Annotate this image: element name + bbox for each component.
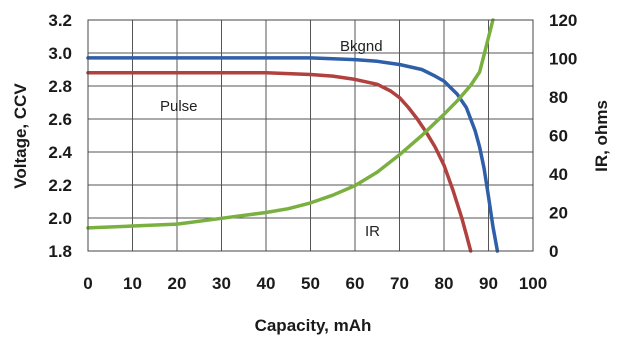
x-tick-labels: 0 10 20 30 40 50 60 70 80 90 100: [83, 274, 547, 293]
y-left-tick-label: 2.8: [48, 77, 72, 96]
y-right-tick-label: 40: [549, 165, 568, 184]
x-axis-title: Capacity, mAh: [255, 316, 372, 335]
y-left-tick-label: 2.6: [48, 110, 72, 129]
x-tick-label: 0: [83, 274, 92, 293]
y-left-tick-label: 2.4: [48, 143, 72, 162]
y-right-tick-label: 80: [549, 88, 568, 107]
y-left-tick-label: 3.2: [48, 11, 72, 30]
x-tick-label: 80: [435, 274, 454, 293]
x-tick-label: 50: [301, 274, 320, 293]
x-tick-label: 100: [519, 274, 547, 293]
y-right-tick-label: 120: [549, 11, 577, 30]
annotation-ir: IR: [365, 223, 380, 240]
x-tick-label: 90: [479, 274, 498, 293]
series-line-bkgnd: [86, 56, 500, 253]
x-tick-label: 70: [390, 274, 409, 293]
y-left-tick-label: 2.0: [48, 209, 72, 228]
y-left-tick-label: 3.0: [48, 44, 72, 63]
y-right-tick-label: 0: [549, 242, 558, 261]
x-tick-label: 30: [212, 274, 231, 293]
y-right-tick-label: 60: [549, 127, 568, 146]
x-tick-label: 60: [346, 274, 365, 293]
y-right-tick-labels: 0 20 40 60 80 100 120: [549, 11, 577, 261]
x-tick-label: 10: [123, 274, 142, 293]
grid: [87, 19, 534, 252]
annotation-bkgnd: Bkgnd: [340, 38, 383, 55]
y-right-tick-label: 20: [549, 204, 568, 223]
annotation-pulse: Pulse: [160, 98, 198, 115]
plot-border: [87, 19, 534, 252]
x-tick-label: 20: [168, 274, 187, 293]
x-tick-label: 40: [257, 274, 276, 293]
y-left-tick-labels: 1.8 2.0 2.2 2.4 2.6 2.8 3.0 3.2: [48, 11, 72, 261]
y-left-tick-label: 1.8: [48, 242, 72, 261]
series-line-ir: [86, 18, 495, 230]
y-left-axis-title: Voltage, CCV: [11, 83, 30, 189]
y-left-tick-label: 2.2: [48, 176, 72, 195]
y-right-tick-label: 100: [549, 50, 577, 69]
series-layer: [86, 18, 500, 253]
series-line-pulse: [86, 71, 473, 253]
y-right-axis-title: IR, ohms: [592, 100, 611, 172]
